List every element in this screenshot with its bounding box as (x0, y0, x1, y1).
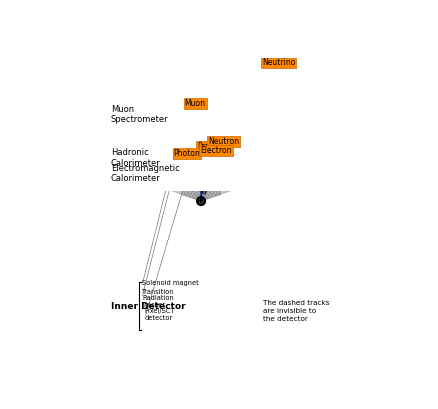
Point (203, 102, 210, 108)
Wedge shape (163, 161, 238, 191)
Point (223, 107, 230, 113)
Wedge shape (308, 73, 377, 146)
Wedge shape (155, 10, 247, 60)
Point (206, 106, 213, 113)
Text: Electron: Electron (200, 146, 231, 155)
Point (201, 101, 208, 108)
Point (217, 116, 224, 123)
Point (209, 130, 216, 137)
Point (201, 97, 208, 103)
Text: Neutron: Neutron (208, 137, 238, 146)
Point (207, 97, 214, 104)
Point (198, 125, 205, 131)
Point (213, 110, 220, 117)
Point (194, 97, 201, 103)
Point (198, 97, 205, 103)
Point (205, 111, 212, 118)
Text: Hadronic
Calorimeter: Hadronic Calorimeter (111, 148, 160, 168)
Text: The dashed tracks
are invisible to
the detector: The dashed tracks are invisible to the d… (262, 300, 328, 322)
Point (204, 125, 211, 132)
Text: Electromagnetic
Calorimeter: Electromagnetic Calorimeter (111, 164, 179, 183)
Text: Pixel/SCT
detector: Pixel/SCT detector (144, 308, 175, 321)
Point (216, 132, 223, 139)
Point (203, 106, 210, 113)
Point (195, 125, 202, 131)
Point (202, 116, 209, 122)
Text: Radiation
Tracker: Radiation Tracker (142, 295, 174, 308)
Point (219, 111, 226, 118)
Point (195, 129, 202, 136)
Point (217, 127, 224, 133)
Point (217, 106, 224, 112)
Point (195, 111, 202, 117)
Point (200, 120, 207, 127)
Wedge shape (73, 66, 328, 180)
Point (205, 116, 212, 122)
Point (194, 101, 201, 108)
Point (195, 120, 202, 127)
Text: Transition: Transition (142, 289, 174, 295)
Point (200, 111, 207, 117)
Point (219, 122, 226, 128)
Point (202, 125, 209, 131)
Circle shape (199, 200, 202, 202)
Wedge shape (181, 180, 220, 200)
Point (198, 120, 205, 127)
Point (198, 115, 205, 122)
Point (213, 121, 220, 127)
Point (222, 112, 229, 119)
Point (198, 101, 205, 108)
Point (204, 130, 211, 136)
Point (210, 125, 217, 132)
Wedge shape (169, 167, 233, 195)
Wedge shape (61, 20, 153, 102)
Point (195, 115, 202, 122)
Wedge shape (248, 20, 340, 102)
Point (214, 131, 221, 138)
Point (220, 117, 227, 124)
Point (198, 106, 205, 112)
Wedge shape (136, 133, 265, 189)
Point (215, 110, 223, 117)
Point (211, 131, 218, 137)
Text: Inner Detector: Inner Detector (111, 302, 185, 311)
Wedge shape (19, 10, 382, 160)
Point (203, 111, 210, 117)
Point (220, 106, 227, 112)
Point (198, 129, 205, 136)
Text: Proton: Proton (197, 142, 221, 151)
Text: Solenoid magnet: Solenoid magnet (142, 281, 199, 286)
Point (198, 111, 205, 117)
Point (201, 130, 208, 136)
Point (211, 120, 218, 127)
Point (215, 126, 222, 133)
Point (199, 129, 206, 136)
Point (195, 106, 202, 112)
Point (204, 97, 211, 103)
Text: Muon: Muon (184, 99, 205, 108)
Point (215, 116, 222, 122)
Point (200, 125, 207, 131)
Point (205, 120, 212, 127)
Point (202, 120, 209, 127)
Point (214, 105, 221, 111)
Point (216, 121, 223, 128)
Wedge shape (24, 73, 93, 146)
Point (212, 126, 219, 132)
Point (206, 102, 213, 108)
Point (200, 115, 207, 122)
Text: Photon: Photon (173, 148, 200, 157)
Point (200, 106, 207, 113)
Text: Muon
Spectrometer: Muon Spectrometer (111, 105, 168, 124)
Text: Neutrino: Neutrino (261, 58, 295, 67)
Point (212, 115, 219, 121)
